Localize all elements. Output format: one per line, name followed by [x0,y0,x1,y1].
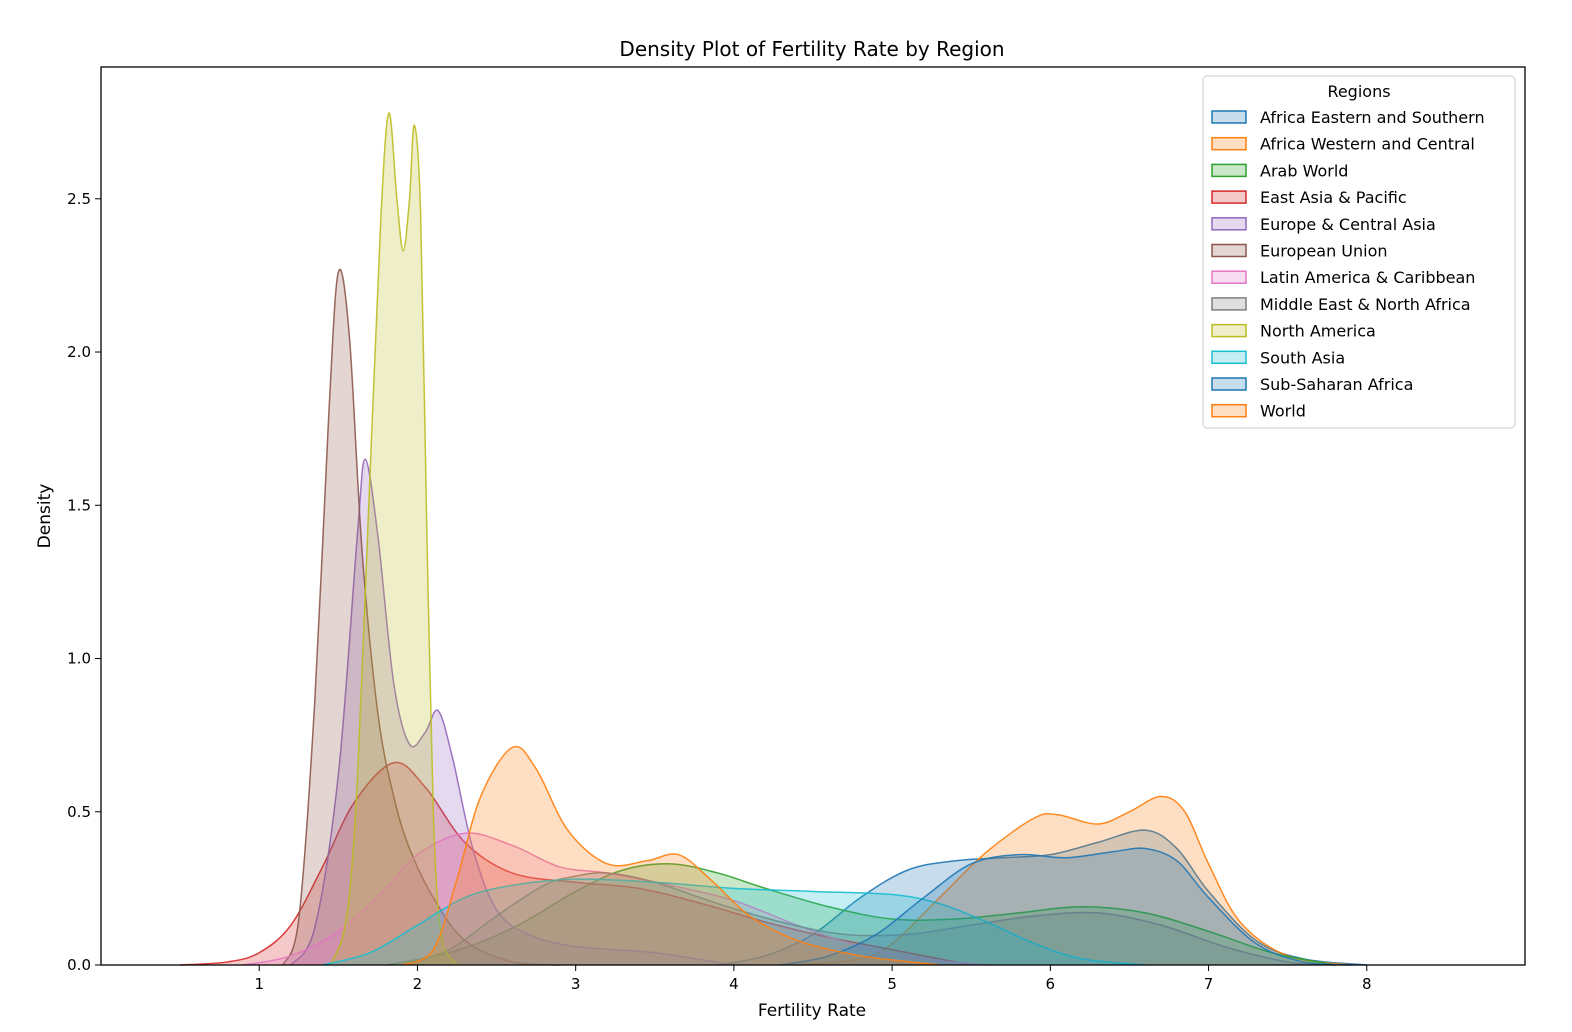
density-line-world [401,745,940,966]
legend-label-world: World [1260,402,1306,421]
legend-label-europe-and-central-asia: Europe & Central Asia [1260,215,1436,234]
legend-swatch-africa-western-and-central [1211,136,1247,151]
legend-swatch-middle-east-and-north-africa [1211,297,1247,311]
density-area-middle-east-and-north-africa [401,872,1336,965]
density-line-africa-eastern-and-southern [717,829,1367,966]
density-area-north-america [330,112,457,965]
legend-swatch-east-asia-and-pacific [1211,190,1247,204]
y-axis-ticks: 0.0 0.5 1.0 1.5 2.0 2.5 [67,190,101,974]
x-tick-label: 1 [254,975,264,993]
density-line-middle-east-and-north-africa [401,872,1336,966]
legend-swatch-europe-and-central-asia [1211,217,1247,231]
y-tick-label: 2.0 [67,343,91,361]
x-tick-label: 2 [413,975,423,993]
legend-swatch-arab-world [1211,163,1247,178]
chart-title: Density Plot of Fertility Rate by Region [619,37,1004,61]
x-tick-label: 3 [571,975,581,993]
density-line-north-america [329,112,458,966]
y-tick-label: 0.5 [67,803,91,821]
density-line-latin-america-and-caribbean [243,832,988,966]
legend-swatch-sub-saharan-africa [1211,377,1247,391]
legend-title: Regions [1327,82,1390,101]
legend-swatch-latin-america-and-caribbean [1211,270,1247,284]
legend-swatch-africa-eastern-and-southern [1211,110,1247,124]
y-axis-label: Density [35,484,55,549]
x-tick-label: 8 [1362,975,1372,993]
y-tick-label: 1.0 [67,650,91,668]
density-line-south-asia [322,878,1146,966]
x-axis-ticks: 1 2 3 4 5 6 7 8 [254,965,1372,993]
legend: Regions Africa Eastern and SouthernAfric… [1202,75,1516,429]
density-area-latin-america-and-caribbean [243,833,988,965]
density-area-east-asia-and-pacific [180,762,972,965]
x-axis-label: Fertility Rate [758,1001,866,1021]
density-area-world [401,746,940,965]
legend-label-sub-saharan-africa: Sub-Saharan Africa [1260,375,1413,394]
density-area-european-union [282,269,560,966]
density-area-south-asia [322,879,1146,965]
legend-label-middle-east-and-north-africa: Middle East & North Africa [1260,295,1471,314]
y-tick-label: 1.5 [67,496,91,514]
legend-label-north-america: North America [1260,322,1376,341]
legend-swatch-world [1211,403,1247,418]
legend-box [1202,75,1516,429]
legend-swatch-north-america [1211,323,1247,338]
density-line-europe-and-central-asia [290,458,735,966]
legend-items: Africa Eastern and Southern Africa Wester… [1211,108,1485,421]
density-series-group [180,112,1367,966]
legend-label-arab-world: Arab World [1260,161,1348,180]
x-tick-label: 4 [729,975,739,993]
legend-label-east-asia-and-pacific: East Asia & Pacific [1260,188,1407,207]
density-line-arab-world [385,863,1336,966]
density-line-east-asia-and-pacific [180,761,972,966]
legend-swatch-south-asia [1211,350,1247,365]
density-line-africa-western-and-central [797,795,1352,966]
density-area-europe-and-central-asia [290,459,734,965]
density-line-sub-saharan-africa [781,847,1352,966]
legend-label-latin-america-and-caribbean: Latin America & Caribbean [1260,268,1475,287]
legend-label-european-union: European Union [1260,242,1388,261]
legend-swatch-european-union [1211,243,1247,258]
density-area-africa-western-and-central [797,796,1351,965]
x-tick-label: 7 [1204,975,1214,993]
legend-label-africa-western-and-central: Africa Western and Central [1260,135,1475,154]
legend-label-south-asia: South Asia [1260,348,1345,367]
legend-label-africa-eastern-and-southern: Africa Eastern and Southern [1260,108,1485,127]
plot-frame [100,66,1526,966]
y-tick-label: 0.0 [67,956,91,974]
density-area-sub-saharan-africa [781,848,1351,965]
x-tick-label: 6 [1046,975,1056,993]
x-tick-label: 5 [887,975,897,993]
y-tick-label: 2.5 [67,190,91,208]
